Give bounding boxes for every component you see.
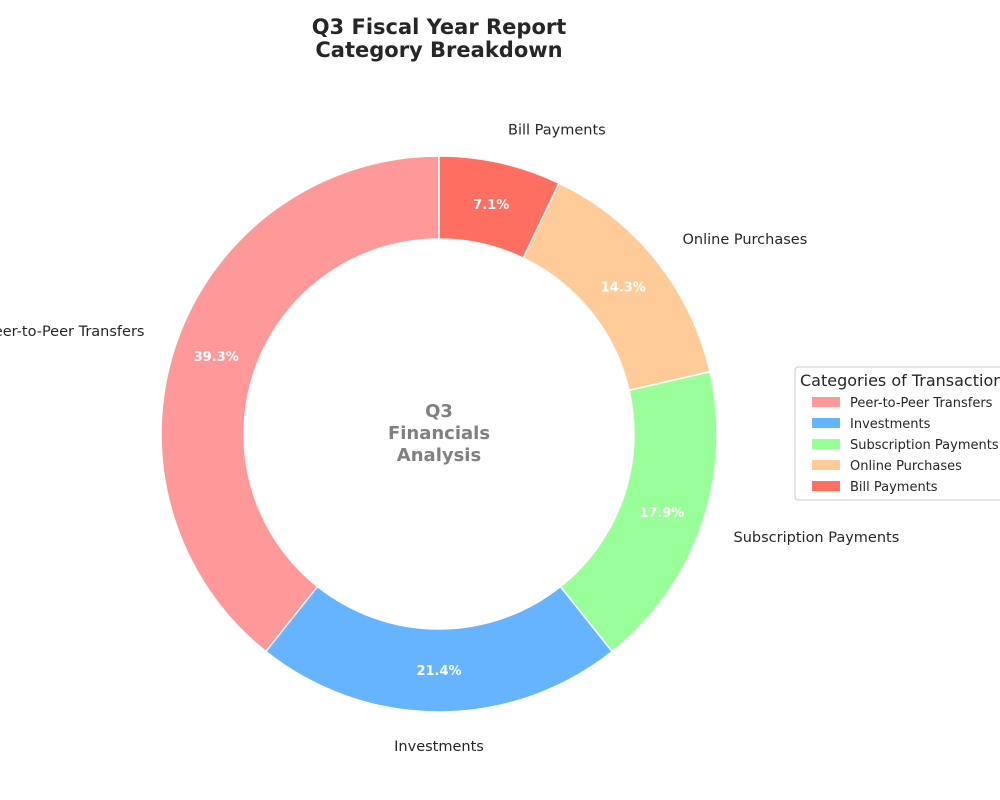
category-label-peer-to-peer-transfers: Peer-to-Peer Transfers xyxy=(0,324,144,340)
legend-label-peer-to-peer-transfers: Peer-to-Peer Transfers xyxy=(850,396,993,411)
slice-bill-payments xyxy=(438,155,560,260)
legend-swatch-online-purchases xyxy=(812,460,840,470)
pct-label-investments: 21.4% xyxy=(416,664,461,679)
legend-title: Categories of Transactions xyxy=(800,371,1000,390)
center-text-line-2: Financials xyxy=(388,423,490,444)
legend-swatch-bill-payments xyxy=(812,481,840,491)
center-text: Q3 Financials Analysis xyxy=(388,401,490,466)
category-label-online-purchases: Online Purchases xyxy=(682,232,807,248)
legend-box xyxy=(794,366,1000,501)
title-line-1: Q3 Fiscal Year Report xyxy=(312,15,567,39)
legend: Categories of Transactions Peer-to-Peer … xyxy=(794,366,1000,501)
slice-peer-to-peer-transfers xyxy=(160,155,440,653)
legend-swatch-peer-to-peer-transfers xyxy=(812,397,840,407)
pct-label-online-purchases: 14.3% xyxy=(601,280,646,295)
legend-swatch-subscription-payments xyxy=(812,439,840,449)
legend-label-online-purchases: Online Purchases xyxy=(850,459,962,474)
center-text-line-3: Analysis xyxy=(397,445,481,466)
category-labels: Peer-to-Peer Transfers Investments Subscri… xyxy=(0,123,899,755)
legend-items: Peer-to-Peer Transfers Investments Subscri… xyxy=(812,396,999,495)
legend-label-bill-payments: Bill Payments xyxy=(850,480,938,495)
percentage-labels: 39.3% 21.4% 17.9% 14.3% 7.1% xyxy=(194,198,685,679)
legend-label-subscription-payments: Subscription Payments xyxy=(850,438,999,453)
category-label-bill-payments: Bill Payments xyxy=(508,123,606,139)
category-label-investments: Investments xyxy=(394,739,484,755)
legend-swatch-investments xyxy=(812,418,840,428)
pct-label-peer-to-peer-transfers: 39.3% xyxy=(194,350,239,365)
category-label-subscription-payments: Subscription Payments xyxy=(734,530,900,546)
legend-label-investments: Investments xyxy=(850,417,931,432)
title-line-2: Category Breakdown xyxy=(315,38,562,62)
slice-investments xyxy=(264,585,614,713)
chart-title: Q3 Fiscal Year Report Category Breakdown xyxy=(312,15,567,62)
pct-label-bill-payments: 7.1% xyxy=(473,198,509,213)
pct-label-subscription-payments: 17.9% xyxy=(639,506,684,521)
center-text-line-1: Q3 xyxy=(425,401,453,422)
donut-slices xyxy=(160,155,718,713)
